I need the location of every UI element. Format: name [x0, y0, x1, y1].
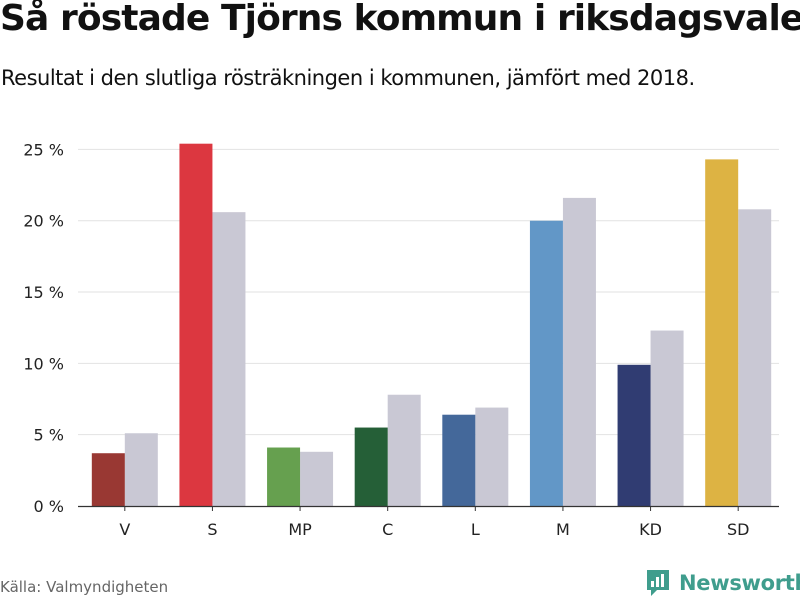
chart-subtitle: Resultat i den slutliga rösträkningen i … — [1, 66, 695, 90]
x-tick-label: M — [556, 520, 570, 539]
brand-name: Newsworthy — [679, 571, 800, 595]
bar-2018-s — [212, 212, 246, 506]
y-tick-label: 25 % — [23, 140, 64, 159]
y-tick-label: 10 % — [23, 354, 64, 373]
bar-2022-sd — [705, 159, 739, 506]
y-tick-label: 5 % — [34, 426, 64, 445]
bar-2022-m — [529, 220, 563, 506]
x-tick-label: SD — [727, 520, 749, 539]
x-tick-label: C — [382, 520, 393, 539]
source-note: Källa: Valmyndigheten — [0, 578, 169, 596]
bar-2022-v — [91, 453, 125, 506]
bars — [91, 143, 772, 507]
x-tick-label: L — [471, 520, 480, 539]
y-tick-label: 20 % — [23, 212, 64, 231]
y-axis-tick-labels: 0 % 5 % 10 % 15 % 20 % 25 % — [23, 140, 64, 516]
bar-chart: 0 % 5 % 10 % 15 % 20 % 25 % V S MP C L M KD SD — [23, 140, 779, 539]
y-tick-label: 0 % — [34, 497, 64, 516]
chart-title: Så röstade Tjörns kommun i riksdagsvalet — [0, 0, 800, 39]
bar-2022-s — [179, 143, 213, 507]
bar-2022-kd — [617, 364, 651, 506]
bar-2018-m — [562, 197, 596, 506]
bar-2018-kd — [650, 330, 684, 506]
x-axis-tick-labels: V S MP C L M KD SD — [119, 520, 749, 539]
y-tick-label: 15 % — [23, 283, 64, 302]
bar-2018-l — [475, 407, 509, 506]
bar-2018-sd — [738, 209, 772, 506]
bar-2018-v — [124, 433, 158, 506]
brand-logo: Newsworthy — [645, 567, 800, 599]
newsworthy-logo-icon — [647, 570, 669, 596]
bar-2018-mp — [300, 451, 334, 506]
bar-2022-c — [354, 427, 388, 506]
bar-2022-l — [442, 414, 476, 506]
x-tick-label: S — [207, 520, 217, 539]
x-tick-label: MP — [288, 520, 312, 539]
x-tick-label: V — [119, 520, 130, 539]
x-axis — [78, 505, 779, 511]
bar-2018-c — [387, 394, 421, 506]
bar-2022-mp — [267, 447, 301, 506]
x-tick-label: KD — [639, 520, 662, 539]
